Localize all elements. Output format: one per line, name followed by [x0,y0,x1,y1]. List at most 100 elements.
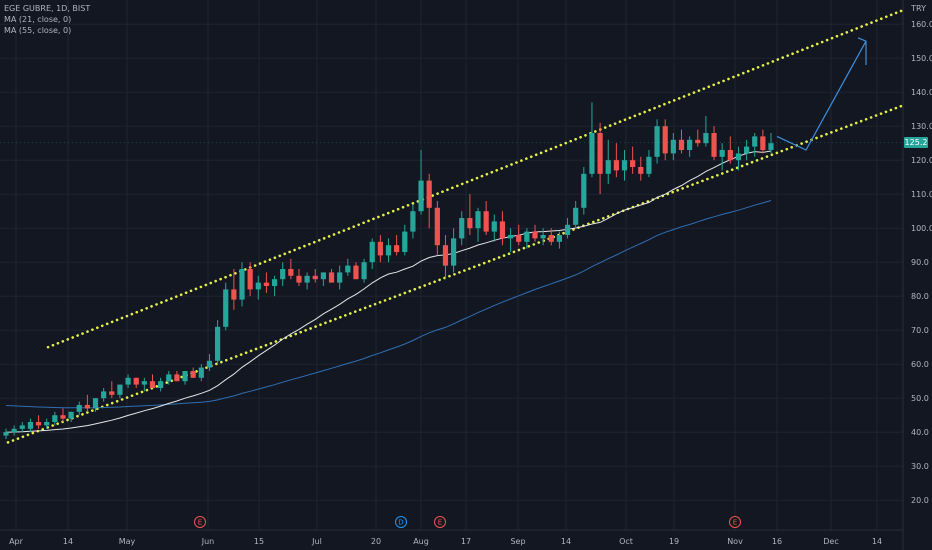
candle-body [214,326,221,361]
candle-body [394,245,400,252]
candle-body [402,231,408,252]
time-tick-label: 14 [872,537,882,546]
time-tick-label: Aug [413,537,429,546]
time-tick-label: 20 [371,537,381,546]
chart-legend: EGE GUBRE, 1D, BIST MA (21, close, 0) MA… [4,3,90,36]
candle-body [44,422,50,426]
price-tick-label: 40.0 [911,428,929,437]
candle-body [621,160,628,171]
price-tick-label: 70.0 [911,326,929,335]
candle-body [166,374,172,382]
candle-body [296,275,302,283]
projection-arrowhead [857,37,867,65]
candle-body [158,381,164,388]
candle-body [11,428,17,433]
event-marker-label: E [198,519,202,527]
candle-body [516,235,522,242]
candle-body [434,207,440,246]
candle-body [491,221,497,232]
candle-body [735,153,742,161]
candle-body [84,405,90,409]
time-axis[interactable]: Apr 14 May Jun 15 Jul 20 Aug 17 Sep 14 Oct 19 Nov 16 De… [0,529,903,546]
candle-body [361,262,367,280]
candle-body [190,371,196,378]
time-tick-label: Dec [823,537,838,546]
time-tick-label: 19 [669,537,679,546]
candle-body [288,269,294,276]
candle-body [556,235,563,242]
event-marker-label: E [733,519,737,527]
candle-body [312,275,318,280]
candle-body [589,133,595,174]
candle-body [687,139,693,150]
event-marker-circle [729,516,741,528]
candle-body [442,245,449,266]
time-tick-label: Sep [510,537,525,546]
candle-body [670,139,676,154]
price-tick-label: 20.0 [911,496,929,505]
time-tick-label: 15 [254,537,264,546]
symbol-title[interactable]: EGE GUBRE, 1D, BIST [4,4,91,13]
candle-body [703,133,709,144]
candle-body [597,133,603,174]
price-tick-label: 140.0 [911,88,932,97]
candle-body [483,211,489,232]
candle-body [280,269,286,280]
candle-body [532,231,538,239]
event-marker-label: E [438,519,442,527]
ma55-legend[interactable]: MA (55, close, 0) [4,26,72,35]
candle-body [328,272,335,283]
projection-arrow [776,37,867,151]
candle-body [760,136,766,150]
candle-body [271,279,278,286]
candle-body [768,143,774,150]
time-tick-label: 14 [63,537,73,546]
price-axis[interactable]: 20.0 30.0 40.0 50.0 60.0 70.0 80.0 90.0 100.0 110… [902,0,932,550]
ma21-line [5,150,772,433]
candle-body [695,139,701,144]
candle-body [507,235,514,239]
candle-body [239,269,245,300]
currency-label: TRY [911,4,926,13]
candle-body [727,150,733,161]
candle-body [198,367,204,378]
price-tick-label: 110.0 [911,190,932,199]
candle-body [524,231,530,242]
candle-body [630,160,636,167]
candle-body [353,265,359,280]
event-marker: E [194,516,206,528]
candle-body [613,160,619,171]
candle-body [117,384,123,395]
time-tick-label: May [119,537,136,546]
event-marker-circle [434,516,446,528]
candle-body [654,126,660,157]
time-tick-label: Apr [9,537,24,546]
candle-body [247,269,253,290]
candle-body [320,272,326,280]
candle-body [646,156,652,174]
candle-body [133,377,139,385]
candlestick-series [3,102,774,439]
candle-body [19,425,25,429]
candle-body [711,133,717,157]
candle-body [141,381,147,385]
candle-body [27,422,34,429]
candle-body [52,415,58,422]
event-marker-label: D [398,519,403,527]
candle-body [499,221,506,239]
price-tick-label: 150.0 [911,54,932,63]
candle-body [743,146,750,154]
candle-body [206,360,213,368]
last-price-badge: 125.2 [904,136,928,148]
candle-body [174,374,180,382]
candle-body [223,289,229,327]
candle-body [60,415,66,419]
ma21-legend[interactable]: MA (21, close, 0) [4,15,72,24]
price-tick-label: 80.0 [911,292,929,301]
time-tick-label: Nov [727,537,743,546]
event-marker-circle [395,516,407,528]
time-tick-label: Jun [201,537,215,546]
candle-body [35,422,42,426]
candle-body [410,211,416,232]
